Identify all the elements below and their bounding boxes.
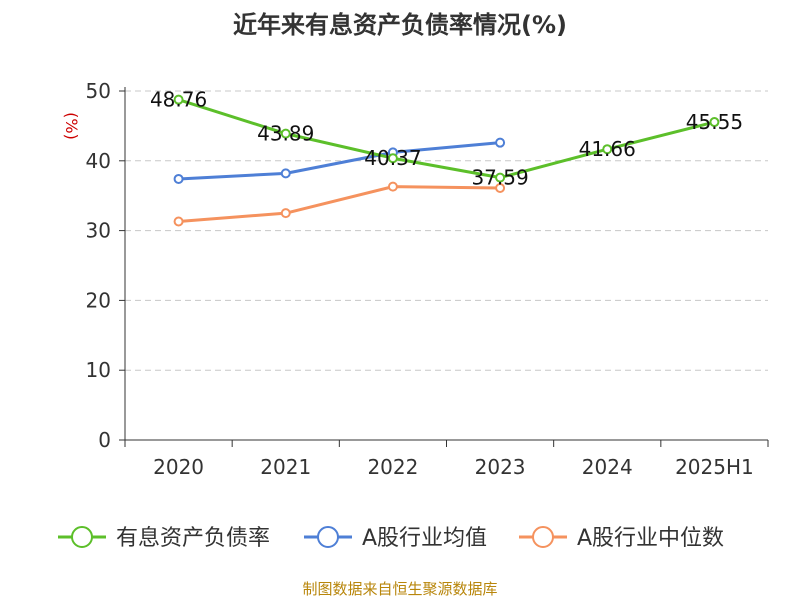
y-tick-label: 10 [86,358,111,382]
legend-marker [71,526,93,548]
legend-item: A股行业中位数 [519,526,724,551]
series-layer [173,94,720,227]
data-point [495,172,506,183]
source-note: 制图数据来自恒生聚源数据库 [302,580,497,598]
x-tick-label: 2024 [582,455,633,479]
data-labels: 48.76 43.89 40.37 37.59 41.66 45.55 [150,88,743,190]
data-point [495,137,506,148]
legend-marker [532,526,554,548]
data-point [280,208,291,219]
y-axis-label: (%) [62,112,81,140]
data-label: 37.59 [471,166,528,190]
y-tick-label: 50 [86,79,111,103]
axes [119,87,769,447]
x-tick-labels: 2020 2021 2022 2023 2024 2025H1 [153,455,754,479]
legend-label: A股行业均值 [362,526,487,551]
data-label: 45.55 [686,110,743,134]
data-point [173,173,184,184]
series-2 [173,181,506,227]
data-point [280,128,291,139]
data-point [387,181,398,192]
data-label: 41.66 [579,137,636,161]
x-tick-label: 2023 [475,455,526,479]
legend-item: 有息资产负债率 [58,526,270,551]
data-point [173,94,184,105]
chart-title: 近年来有息资产负债率情况(%) [233,11,567,39]
data-point [709,117,720,128]
legend-item: A股行业均值 [304,526,487,551]
legend-label: 有息资产负债率 [116,526,270,551]
y-tick-label: 0 [98,428,111,452]
legend-marker [317,526,339,548]
series-line [178,185,501,224]
series-0 [173,94,720,183]
grid-lines [125,90,768,371]
y-tick-label: 40 [86,149,111,173]
x-tick-label: 2021 [260,455,311,479]
y-tick-label: 30 [86,219,111,243]
series-line [178,141,501,181]
legend: 有息资产负债率 A股行业均值 A股行业中位数 [58,526,724,551]
data-point [280,168,291,179]
legend-label: A股行业中位数 [577,526,724,551]
x-tick-label: 2022 [367,455,418,479]
y-tick-labels: 0 10 20 30 40 50 [86,79,111,452]
data-point [602,144,613,155]
data-point [173,216,184,227]
x-tick-label: 2020 [153,455,204,479]
data-label: 48.76 [150,88,207,112]
data-point [495,183,506,194]
data-point [387,153,398,164]
series-line [178,98,715,180]
x-tick-label: 2025H1 [675,455,754,479]
data-label: 43.89 [257,122,314,146]
data-label: 40.37 [364,146,421,170]
y-tick-label: 20 [86,288,111,312]
